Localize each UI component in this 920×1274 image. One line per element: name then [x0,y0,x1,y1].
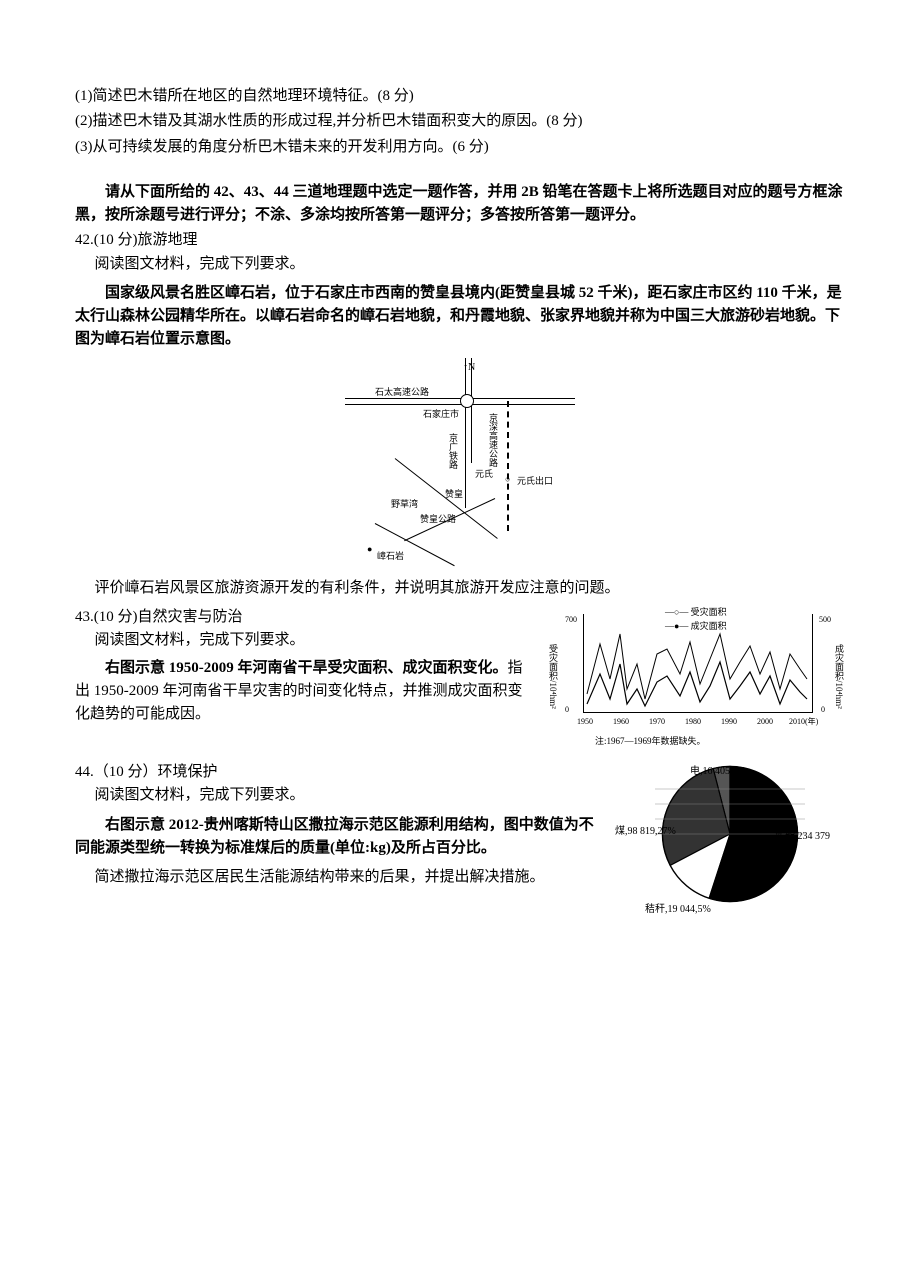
chart-svg [545,604,845,724]
label-yuanshi: 元氏 [475,468,493,482]
sjz-marker [460,394,474,408]
q41-part1: (1)简述巴木错所在地区的自然地理环境特征。(8 分) [75,85,845,108]
x-tick-2000: 2000 [757,716,773,728]
q41-part3: (3)从可持续发展的角度分析巴木错未来的开发利用方向。(6 分) [75,136,845,159]
pie-label-mei: 煤,98 819,27% [615,824,676,840]
label-sjz: 石家庄市 [423,408,459,422]
q43-row: 43.(10 分)自然灾害与防治 阅读图文材料，完成下列要求。 右图示意 195… [75,604,845,749]
rail-line-2 [471,358,472,463]
label-rail: 京广铁路 [445,433,459,469]
pie-container: 电,16 405,4% 煤,98 819,27% 薪柴,234 379 64% … [615,759,845,917]
label-zhangshiyan: 嶂石岩 [377,550,404,564]
q42-ask: 评价嶂石岩风景区旅游资源开发的有利条件，并说明其旅游开发应注意的问题。 [75,577,845,600]
q44-row: 44.（10 分）环境保护 阅读图文材料，完成下列要求。 右图示意 2012-贵… [75,759,845,917]
x-tick-1960: 1960 [613,716,629,728]
y2-tick-0: 0 [821,704,825,716]
drought-chart: —○— 受灾面积 —●— 成灾面积 受灾面积/10⁴hm² 成灾面积/10⁴hm… [545,604,845,749]
q44-para1: 右图示意 2012-贵州喀斯特山区撒拉海示范区能源利用结构，图中数值为不同能源类… [75,814,603,861]
q44-prompt: 阅读图文材料，完成下列要求。 [75,784,603,807]
q43-chart-col: —○— 受灾面积 —●— 成灾面积 受灾面积/10⁴hm² 成灾面积/10⁴hm… [545,604,845,749]
label-highway: 石太高速公路 [375,386,429,400]
q43-title: 43.(10 分)自然灾害与防治 [75,606,533,629]
x-tick-2010: 2010(年) [789,716,818,728]
q42-prompt: 阅读图文材料，完成下列要求。 [75,253,845,276]
y1-tick-0: 0 [565,704,569,716]
q42-title: 42.(10 分)旅游地理 [75,229,845,252]
q43-body: 右图示意 1950-2009 年河南省干旱受灾面积、成灾面积变化。指出 1950… [75,657,533,727]
q44-title: 44.（10 分）环境保护 [75,761,603,784]
zsy-dot: ● [367,543,372,557]
rail-line-1 [465,358,466,508]
jingshen-dashed [507,401,509,531]
section-instruction: 请从下面所给的 42、43、44 三道地理题中选定一题作答，并用 2B 铅笔在答… [75,181,845,228]
x-tick-1970: 1970 [649,716,665,728]
label-jingshen: 京深高速公路 [485,413,499,467]
pie-label-jiegan: 秸秆,19 044,5% [645,902,711,918]
label-yuanshi-exit: 元氏出口 [517,475,553,489]
label-yecaowan: 野草湾 [391,498,418,512]
x-tick-1980: 1980 [685,716,701,728]
yuanshi-exit-dot: ○ [505,473,510,487]
q44-para2: 简述撒拉海示范区居民生活能源结构带来的后果，并提出解决措施。 [75,866,603,889]
x-tick-1950: 1950 [577,716,593,728]
label-zanhuang: 赞皇 [445,488,463,502]
y1-axis-label: 受灾面积/10⁴hm² [545,644,559,709]
q44-pie-col: 电,16 405,4% 煤,98 819,27% 薪柴,234 379 64% … [615,759,845,917]
q43-para1: 右图示意 1950-2009 年河南省干旱受灾面积、成灾面积变化。 [105,660,508,676]
q41-part2: (2)描述巴木错及其湖水性质的形成过程,并分析巴木错面积变大的原因。(8 分) [75,110,845,133]
q44-text-col: 44.（10 分）环境保护 阅读图文材料，完成下列要求。 右图示意 2012-贵… [75,759,603,917]
q43-text-col: 43.(10 分)自然灾害与防治 阅读图文材料，完成下列要求。 右图示意 195… [75,604,533,749]
label-zanhuang-road: 赞皇公路 [420,513,456,527]
y2-axis-label: 成灾面积/10⁴hm² [831,644,845,709]
y1-tick-700: 700 [565,614,577,626]
chart-note: 注:1967—1969年数据缺失。 [595,735,706,749]
q42-map-figure: ↑N 石太高速公路 石家庄市 京广铁路 京深高速公路 元氏 元氏出口 野草湾 赞… [75,358,845,571]
x-tick-1990: 1990 [721,716,737,728]
y2-tick-500: 500 [819,614,831,626]
q43-prompt: 阅读图文材料，完成下列要求。 [75,629,533,652]
map-container: ↑N 石太高速公路 石家庄市 京广铁路 京深高速公路 元氏 元氏出口 野草湾 赞… [345,358,575,563]
pie-label-dian: 电,16 405,4% [690,764,746,780]
q42-paragraph: 国家级风景名胜区嶂石岩，位于石家庄市西南的赞皇县境内(距赞皇县城 52 千米)，… [75,282,845,352]
pie-label-xinchai: 薪柴,234 379 64% [775,829,845,860]
